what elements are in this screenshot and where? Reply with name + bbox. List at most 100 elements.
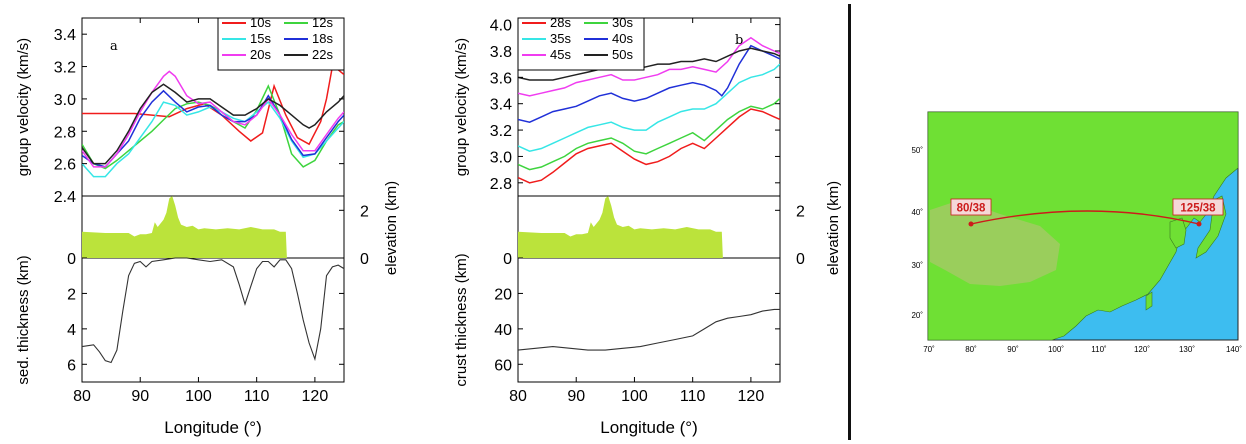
- x-tick-label: 80: [509, 388, 527, 405]
- panel-a-legend-box: [217, 17, 345, 71]
- y-tick-label: 40: [494, 322, 512, 339]
- y-tick-label: 4: [67, 322, 76, 339]
- y-tick-label: 2: [67, 286, 76, 303]
- map-lat-tick: 20˚: [911, 311, 923, 320]
- y-tick-label: 3.2: [490, 123, 512, 140]
- x-tick-label: 100: [185, 388, 212, 405]
- legend-label-40s: 40s: [612, 31, 633, 46]
- y-tick-label: 3.4: [490, 97, 512, 114]
- y-tick-label: 3.2: [54, 60, 76, 77]
- map-lon-tick: 130˚: [1179, 345, 1195, 354]
- panel-a-elevation-ylabel: elevation (km): [383, 181, 400, 275]
- map-start-label: 80/38: [957, 203, 986, 215]
- y-tick-label: 3.6: [490, 70, 512, 87]
- legend-label-12s: 12s: [312, 15, 333, 30]
- map-start-label-bg: [950, 198, 992, 216]
- panel-a-legend: 10s 12s 15s 18s 20s 22s: [217, 15, 345, 71]
- series-line-20s: [82, 70, 344, 168]
- panel-b-elevation-ylabel: elevation (km): [825, 181, 842, 275]
- panel-b-xlabel: Longitude (°): [600, 418, 698, 437]
- elevation-area: [82, 196, 287, 258]
- series-line-40s: [518, 44, 780, 123]
- x-tick-label: 80: [73, 388, 91, 405]
- map-plateau: [930, 200, 1060, 286]
- legend-label-30s: 30s: [612, 15, 633, 30]
- map-korea: [1169, 217, 1187, 249]
- panel-b-velocity-ylabel: group velocity (km/s): [453, 38, 470, 176]
- panel-b-bottom-frame: [517, 257, 781, 383]
- series-line-10s: [82, 65, 344, 146]
- panel-b-crust-ylabel: crust thickness (km): [453, 253, 470, 386]
- y-tick-label: 3.4: [54, 27, 76, 44]
- map-lat-tick: 30˚: [911, 261, 923, 270]
- panel-divider: [848, 4, 851, 440]
- map-lon-tick: 140˚: [1226, 345, 1242, 354]
- legend-label-28s: 28s: [550, 15, 571, 30]
- map-lon-tick: 110˚: [1091, 345, 1107, 354]
- panel-a-velocity-ylabel: group velocity (km/s): [15, 38, 32, 176]
- legend-label-18s: 18s: [312, 31, 333, 46]
- map-end-label: 125/38: [1180, 203, 1216, 215]
- crust-thickness-line: [517, 308, 780, 351]
- x-tick-label: 90: [567, 388, 585, 405]
- legend-label-15s: 15s: [250, 31, 271, 46]
- x-tick-label: 120: [738, 388, 765, 405]
- map-lon-tick: 90˚: [1007, 345, 1019, 354]
- map-lon-tick: 80˚: [965, 345, 977, 354]
- panel-b-legend-box: [517, 17, 645, 71]
- legend-label-22s: 22s: [312, 47, 333, 62]
- panel-a-sed-ylabel: sed. thickness (km): [15, 255, 32, 384]
- series-line-35s: [518, 63, 780, 152]
- y-tick-label: 3.0: [490, 149, 512, 166]
- panel-a-letter: a: [110, 39, 118, 54]
- elevation-tick-label: 0: [796, 251, 805, 268]
- map-end-point: [1196, 221, 1202, 227]
- y-tick-label: 2.8: [54, 124, 76, 141]
- series-line-22s: [82, 83, 344, 165]
- series-line-50s: [518, 47, 780, 81]
- y-tick-label: 20: [494, 286, 512, 303]
- y-tick-label: 4.0: [490, 18, 512, 35]
- legend-label-10s: 10s: [250, 15, 271, 30]
- panel-b-letter: b: [735, 33, 743, 48]
- y-tick-label: 0: [67, 251, 76, 268]
- elevation-tick-label: 2: [360, 203, 369, 220]
- y-tick-label: 2.6: [54, 157, 76, 174]
- x-tick-label: 110: [244, 388, 270, 405]
- y-tick-label: 3.0: [54, 92, 76, 109]
- map-route-line: [970, 210, 1200, 225]
- map-lon-tick: 100˚: [1048, 345, 1064, 354]
- elevation-tick-label: 2: [796, 203, 805, 220]
- elevation-tick-label: 0: [360, 251, 369, 268]
- elevation-area: [518, 196, 723, 258]
- panel-b: 80 90 100 110 1202.83.03.23.43.63.84.0020204…: [453, 15, 842, 437]
- sediment-thickness-line: [81, 257, 345, 364]
- panel-b-legend: 28s 30s 35s 40s 45s 50s: [517, 15, 645, 71]
- map-start-point: [968, 221, 974, 227]
- x-tick-label: 110: [680, 388, 706, 405]
- map-end-label-bg: [1172, 198, 1224, 216]
- y-tick-label: 2.8: [490, 176, 512, 193]
- y-tick-label: 0: [503, 251, 512, 268]
- legend-label-20s: 20s: [250, 47, 271, 62]
- map-lat-tick: 50˚: [911, 146, 923, 155]
- map-lon-tick: 70˚: [923, 345, 935, 354]
- series-line-18s: [82, 89, 344, 168]
- y-tick-label: 2.4: [54, 189, 76, 206]
- legend-label-45s: 45s: [550, 47, 571, 62]
- legend-label-35s: 35s: [550, 31, 571, 46]
- map-lat-tick: 40˚: [911, 208, 923, 217]
- series-line-30s: [518, 97, 780, 171]
- x-tick-label: 120: [302, 388, 329, 405]
- y-tick-label: 60: [494, 357, 512, 374]
- series-line-45s: [518, 36, 780, 97]
- map-taiwan: [1145, 291, 1153, 311]
- x-tick-label: 100: [621, 388, 648, 405]
- legend-label-50s: 50s: [612, 47, 633, 62]
- y-tick-label: 6: [67, 357, 76, 374]
- y-tick-label: 3.8: [490, 44, 512, 61]
- series-line-28s: [518, 108, 780, 184]
- map-lon-tick: 120˚: [1134, 345, 1150, 354]
